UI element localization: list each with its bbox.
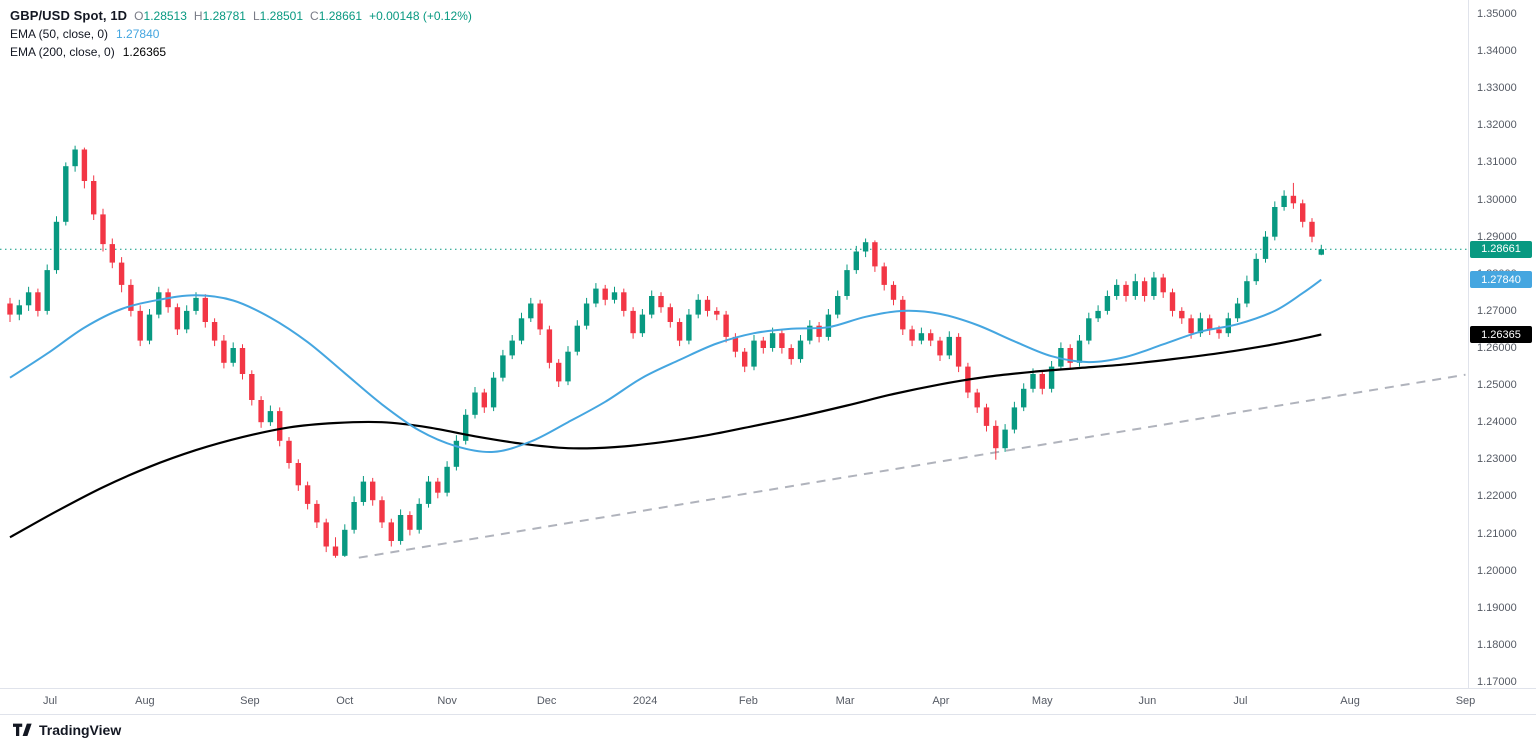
price-badge: 1.27840 [1470, 271, 1532, 289]
ema50-label: EMA (50, close, 0) [10, 27, 109, 41]
tradingview-brand[interactable]: TradingView [39, 721, 122, 738]
time-axis-label: Feb [738, 695, 758, 707]
price-axis-label: 1.19000 [1477, 601, 1517, 614]
price-axis-label: 1.22000 [1477, 490, 1517, 503]
ema200-label: EMA (200, close, 0) [10, 45, 115, 59]
time-axis-label: Jul [42, 695, 58, 707]
ema200-value: 1.26365 [122, 45, 167, 59]
close-value: 1.28661 [318, 9, 363, 23]
time-axis-label: Jul [1233, 695, 1248, 707]
time-axis-label: Apr [932, 695, 950, 707]
low-value: 1.28501 [259, 9, 304, 23]
price-axis-label: 1.23000 [1477, 453, 1517, 466]
open-value: 1.28513 [143, 9, 187, 23]
close-label: C [310, 9, 319, 23]
time-axis-label: Sep [240, 695, 260, 707]
price-axis-label: 1.29000 [1477, 230, 1517, 243]
indicator-row-ema50[interactable]: EMA (50, close, 0) 1.27840 [10, 26, 472, 42]
price-axis-label: 1.35000 [1477, 8, 1517, 20]
time-axis-label: Mar [835, 695, 855, 707]
price-axis-label: 1.33000 [1477, 82, 1517, 95]
symbol-row[interactable]: GBP/USD Spot, 1D O 1.28513 H 1.28781 L 1.28… [10, 8, 472, 24]
open-label: O [134, 9, 144, 23]
price-axis-label: 1.25000 [1477, 379, 1517, 392]
time-axis-label: Nov [437, 695, 457, 707]
price-badge: 1.28661 [1470, 240, 1532, 258]
price-badge: 1.26365 [1470, 326, 1532, 343]
price-axis-label: 1.18000 [1477, 638, 1517, 651]
time-axis-label: Oct [336, 695, 354, 707]
price-axis-label: 1.32000 [1477, 119, 1517, 132]
low-label: L [252, 9, 260, 23]
tradingview-logo-icon[interactable] [13, 723, 32, 737]
price-axis-label: 1.31000 [1477, 156, 1517, 169]
time-axis-label: Aug [1340, 695, 1360, 707]
price-axis[interactable]: 1.35000 1.34000 1.33000 1.32000 1.31000 1.300… [1468, 0, 1536, 688]
change-value: +0.00148 (+0.12%) [369, 9, 472, 23]
time-axis-label: May [1031, 695, 1053, 707]
time-axis-label: Dec [536, 695, 557, 707]
chart-legend: GBP/USD Spot, 1D O 1.28513 H 1.28781 L 1.28… [10, 8, 472, 62]
price-axis-label: 1.34000 [1477, 45, 1517, 58]
time-axis-label: Jun [1138, 695, 1157, 707]
price-axis-label: 1.27000 [1477, 304, 1517, 317]
price-chart[interactable] [0, 0, 1468, 688]
price-axis-label: 1.21000 [1477, 527, 1517, 540]
symbol-title[interactable]: GBP/USD Spot, 1D [10, 8, 128, 23]
high-value: 1.28781 [202, 9, 246, 23]
indicator-row-ema200[interactable]: EMA (200, close, 0) 1.26365 [10, 44, 472, 60]
time-axis[interactable]: Jul Aug Sep Oct Nov Dec 2024 Feb Mar Apr May Jun Jul… [0, 688, 1536, 714]
time-axis-label: Aug [135, 695, 155, 707]
high-label: H [193, 9, 203, 23]
price-axis-label: 1.24000 [1477, 416, 1517, 429]
price-axis-label: 1.30000 [1477, 193, 1517, 206]
price-axis-label: 1.20000 [1477, 564, 1517, 577]
footer-bar: TradingView [0, 714, 1536, 744]
price-axis-label: 1.17000 [1477, 676, 1517, 688]
ema50-value: 1.27840 [116, 27, 160, 41]
time-axis-label: Sep [1455, 695, 1476, 707]
time-axis-label: 2024 [632, 695, 658, 707]
price-axis-label: 1.26000 [1477, 342, 1517, 354]
